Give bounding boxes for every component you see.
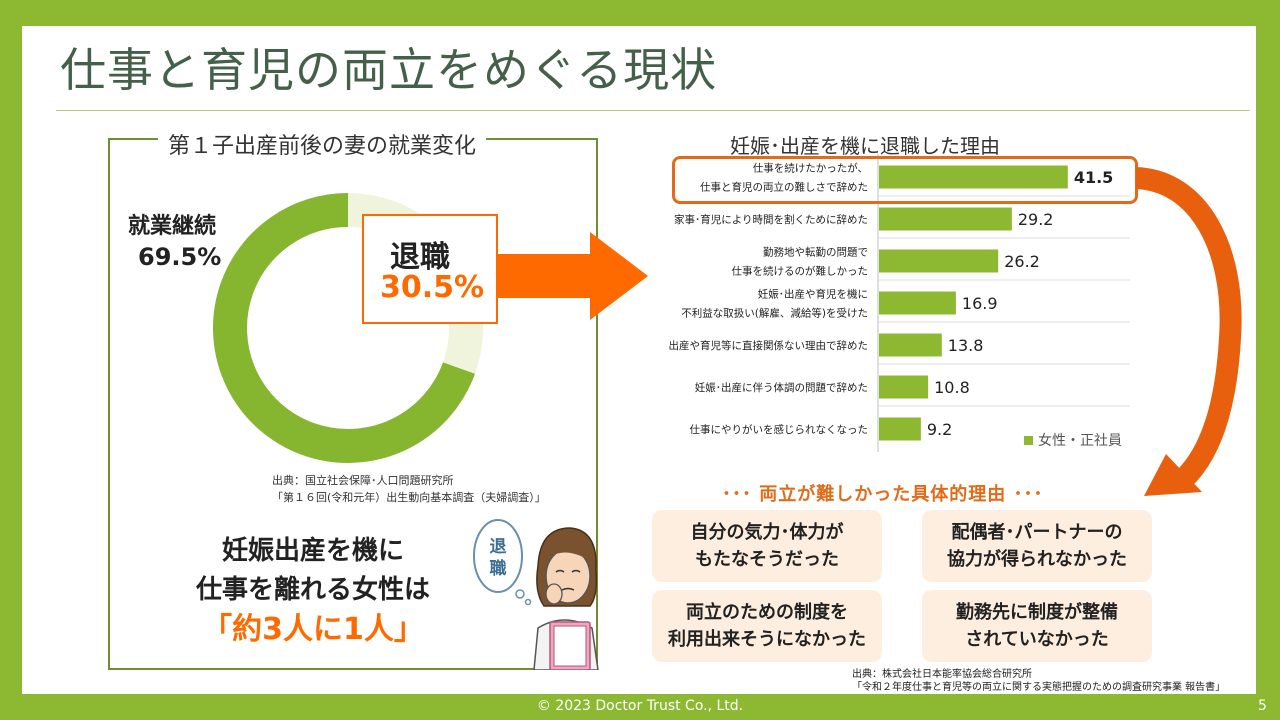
right-source: 出典：株式会社日本能率協会総合研究所 「令和２年度仕事と育児等の両立に関する実態… [852,668,1225,694]
page-title: 仕事と育児の両立をめぐる現状 [60,43,718,97]
category-label-4: 不利益な取扱い(解雇、減給等)を受けた [681,307,868,320]
retired-label: 退職 [390,240,450,275]
right-source-line2: 「令和２年度仕事と育児等の両立に関する実態把握のための調査研究事業 報告書」 [852,682,1226,693]
reason-card-2: 配偶者･パートナーの 協力が得られなかった [922,510,1152,582]
key-message-highlight: 「約3人に1人」 [202,612,424,647]
left-panel-title: 第１子出産前後の妻の就業変化 [158,128,487,160]
bubble-char-2: 職 [490,558,507,579]
bar-value-label-4: 16.9 [962,294,998,313]
reason-card-4: 勤務先に制度が整備 されていなかった [922,590,1152,662]
bar-value-label-1: 41.5 [1074,168,1113,187]
continued-label-text: 就業継続 [128,214,217,239]
reason-card-1-line1: 自分の気力･体力が [690,522,844,543]
curved-arrow-icon [1135,167,1242,496]
bar-5 [879,333,942,357]
top-reason-highlight [672,156,1138,204]
right-source-line1: 出典：株式会社日本能率協会総合研究所 [852,669,1032,680]
key-message-line2: 仕事を離れる女性は [195,575,430,605]
bubble-char-1: 退 [490,537,507,557]
legend-swatch [1024,436,1033,445]
continued-percent: 69.5% [138,243,222,271]
retirement-reasons-bar-chart: 41.5 仕事を続けたかったが、仕事と育児の両立の難しさで辞めた 29.2 家事･育児… [669,154,1130,452]
speech-bubble-icon: 退 職 [473,519,532,606]
bar-value-label-6: 10.8 [934,378,970,397]
woman-figure [533,527,599,670]
slide: 仕事と育児の両立をめぐる現状 第１子出産前後の妻の就業変化 就業継続 69.5%… [22,26,1256,694]
bar-7 [879,417,921,441]
reason-card-1: 自分の気力･体力が もたなそうだった [652,510,882,582]
bar-value-label-3: 26.2 [1004,252,1040,271]
bar-value-label-2: 29.2 [1018,210,1054,229]
page-number: 5 [1258,698,1267,714]
left-source: 出典：国立社会保障･人口問題研究所 「第１６回(令和元年）出生動向基本調査（夫婦… [272,472,546,506]
category-label-6: 妊娠･出産に伴う体調の問題で辞めた [695,381,868,394]
category-label-7: 仕事にやりがいを感じられなくなった [690,423,869,436]
chart-title: 妊娠･出産を機に退職した理由 [730,134,1000,158]
bar-4 [879,291,956,315]
left-source-line2: 「第１６回(令和元年）出生動向基本調査（夫婦調査）」 [272,491,546,504]
donut-segment-retired [213,193,483,463]
chart-legend: 女性・正社員 [1024,430,1122,450]
title-divider [56,110,1250,111]
continued-label: 就業継続 69.5% [128,212,221,272]
employment-donut-chart [213,193,483,463]
reason-card-2-line2: 協力が得られなかった [947,549,1127,570]
reason-card-3: 両立のための制度を 利用出来そうになかった [652,590,882,662]
bar-value-label-5: 13.8 [948,336,984,355]
footer-copyright: © 2023 Doctor Trust Co., Ltd. [536,698,744,714]
bar-6 [879,375,929,399]
reasons-title: ･･･ 両立が難しかった具体的理由 ･･･ [722,484,1044,505]
bar-2 [879,207,1012,231]
retired-callout: 退職 30.5% [362,214,498,324]
reason-card-3-line1: 両立のための制度を [686,602,848,623]
key-message: 妊娠出産を機に 仕事を離れる女性は 「約3人に1人」 [158,532,468,649]
legend-label: 女性・正社員 [1038,433,1122,449]
reason-card-2-line1: 配偶者･パートナーの [951,522,1123,543]
category-label-3: 仕事を続けるのが難しかった [732,265,869,278]
right-arrow-icon [498,232,648,320]
reason-card-4-line1: 勤務先に制度が整備 [956,602,1118,623]
category-label-2: 家事･育児により時間を割くために辞めた [674,213,868,226]
reason-card-1-line2: もたなそうだった [695,549,839,570]
category-label-1: 仕事を続けたかったが、 [753,162,868,175]
bar-value-label-7: 9.2 [927,420,952,439]
left-source-line1: 出典：国立社会保障･人口問題研究所 [272,474,454,487]
retired-percent: 30.5% [380,270,485,305]
category-label-4: 妊娠･出産や育児を機に [758,288,868,301]
bar-3 [879,249,999,273]
category-label-5: 出産や育児等に直接関係ない理由で辞めた [669,339,869,352]
bar-1 [879,165,1068,189]
category-label-3: 勤務地や転勤の問題で [763,246,868,259]
worried-woman-illustration: 退 職 [473,519,599,670]
key-message-line1: 妊娠出産を機に [221,536,404,566]
category-label-1: 仕事と育児の両立の難しさで辞めた [700,181,868,194]
reason-card-3-line2: 利用出来そうになかった [668,629,866,650]
reason-card-4-line2: されていなかった [965,629,1109,650]
